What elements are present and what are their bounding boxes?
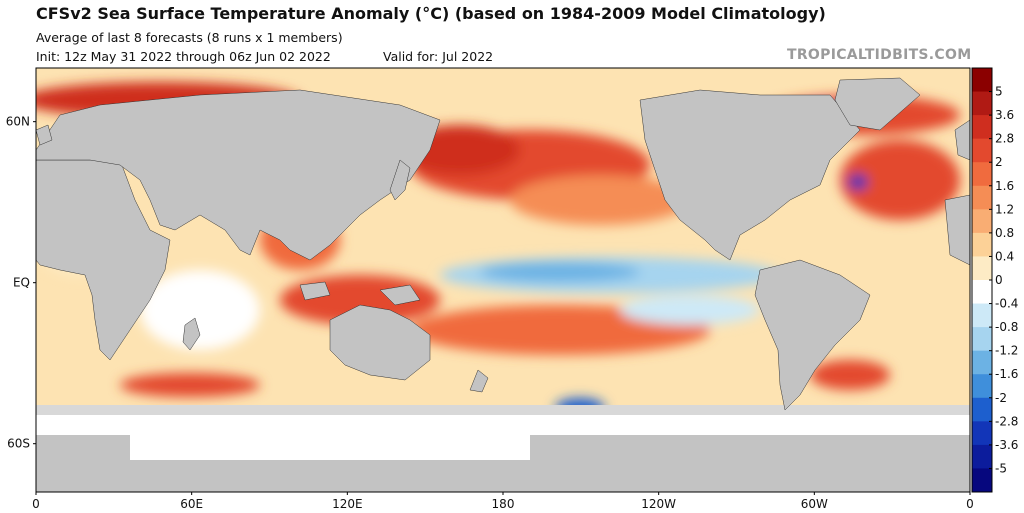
colorbar-label-12: -1.6 (995, 367, 1018, 381)
colorbar-bin-9 (972, 280, 992, 305)
colorbar-bin-15 (972, 421, 992, 446)
forecast-average-info: Average of last 8 forecasts (8 runs x 1 … (36, 30, 343, 45)
lon-label-0: 0 (32, 497, 40, 511)
latitude-labels: 60N EQ 60S (6, 115, 36, 451)
colorbar-bin-16 (972, 444, 992, 469)
colorbar-label-6: 0.8 (995, 226, 1014, 240)
lat-label-1: EQ (13, 276, 30, 290)
eurasia (36, 89, 441, 261)
colorbar-bin-4 (972, 162, 992, 187)
madagascar (182, 317, 201, 351)
new-zealand (469, 369, 489, 393)
site-watermark: TROPICALTIDBITS.COM (787, 47, 972, 63)
lon-label-6: 0 (966, 497, 974, 511)
colorbar-bin-11 (972, 327, 992, 352)
warm-anomaly-south-atlantic (810, 360, 890, 390)
australia (329, 304, 431, 381)
colorbar-label-4: 1.6 (995, 179, 1014, 193)
colorbar-label-14: -2.8 (995, 414, 1018, 428)
colorbar-label-2: 2.8 (995, 132, 1014, 146)
japan (389, 159, 411, 201)
new-guinea (379, 284, 421, 306)
colorbar-label-16: -5 (995, 461, 1007, 475)
colorbar-label-5: 1.2 (995, 202, 1014, 216)
cool-anomaly-east-pacific (620, 295, 760, 325)
colorbar-bin-5 (972, 185, 992, 210)
colorbar-bin-0 (972, 68, 992, 93)
colorbar-bin-1 (972, 91, 992, 116)
colorbar-label-15: -3.6 (995, 438, 1018, 452)
colorbar: 5 3.6 2.8 2 1.6 1.2 0.8 0.4 0 -0.4 -0.8 -1.2 -1.6 -2 -… (971, 67, 1018, 493)
warm-anomaly-nepac (510, 175, 690, 225)
lat-label-0: 60N (6, 115, 30, 129)
colorbar-label-10: -0.8 (995, 320, 1018, 334)
longitude-labels: 0 60E 120E 180 120W 60W 0 (32, 492, 974, 511)
lat-label-2: 60S (7, 437, 30, 451)
neutral-anomaly-indian-ocean (140, 270, 260, 350)
lon-label-2: 120E (332, 497, 363, 511)
lon-label-5: 60W (801, 497, 828, 511)
africa (36, 159, 171, 361)
init-time-label: Init: 12z May 31 2022 through 06z Jun 02… (36, 49, 331, 64)
colorbar-bin-8 (972, 256, 992, 281)
greenland (834, 77, 921, 131)
colorbar-bin-14 (972, 397, 992, 422)
lon-label-1: 60E (180, 497, 203, 511)
colorbar-label-11: -1.2 (995, 344, 1018, 358)
lon-label-4: 120W (641, 497, 676, 511)
valid-time-label: Valid for: Jul 2022 (383, 49, 494, 64)
chart-title: CFSv2 Sea Surface Temperature Anomaly (°… (36, 4, 826, 23)
north-america (639, 89, 861, 261)
colorbar-label-1: 3.6 (995, 108, 1014, 122)
warm-anomaly-south-indian (120, 373, 260, 397)
colorbar-label-9: -0.4 (995, 297, 1018, 311)
colorbar-bin-17 (972, 468, 992, 493)
sea-ice-zone-2 (130, 430, 530, 460)
colorbar-bin-2 (972, 115, 992, 140)
uk-edge (954, 119, 970, 161)
colorbar-bin-6 (972, 209, 992, 234)
west-africa-edge (944, 194, 970, 266)
borneo (299, 281, 331, 301)
colorbar-bin-13 (972, 374, 992, 399)
europe-west (36, 124, 53, 146)
south-america (754, 259, 871, 411)
land-masses (36, 77, 970, 411)
sea-ice-edge (36, 405, 970, 415)
colorbar-bin-10 (972, 303, 992, 328)
cool-anomaly-nino-region (480, 262, 640, 282)
colorbar-label-3: 2 (995, 155, 1003, 169)
cool-anomaly-gulf-stream (848, 174, 868, 190)
colorbar-label-13: -2 (995, 391, 1007, 405)
colorbar-bin-12 (972, 350, 992, 375)
colorbar-bin-7 (972, 232, 992, 257)
warm-anomaly-north-atlantic (840, 140, 960, 220)
map-area (36, 68, 970, 492)
colorbar-label-7: 0.4 (995, 249, 1014, 263)
colorbar-bin-3 (972, 138, 992, 163)
colorbar-label-8: 0 (995, 273, 1003, 287)
lon-label-3: 180 (492, 497, 515, 511)
colorbar-label-0: 5 (995, 85, 1003, 99)
